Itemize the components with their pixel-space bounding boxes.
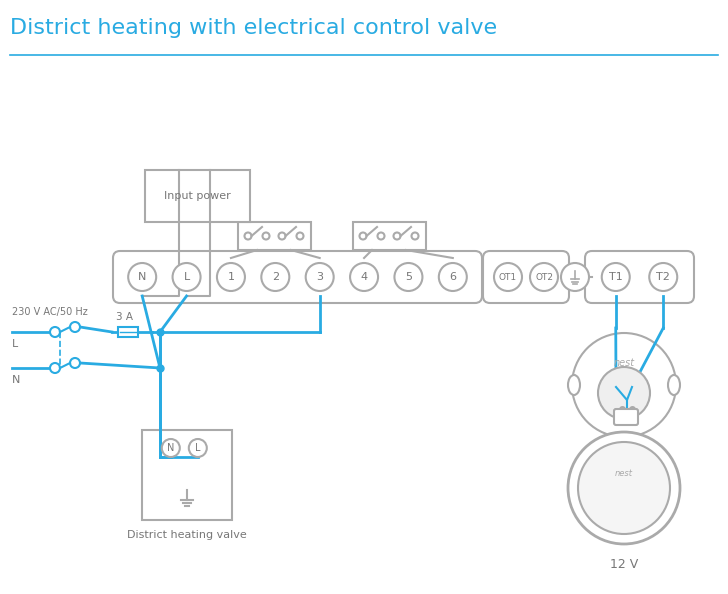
Circle shape (70, 322, 80, 332)
Text: 230 V AC/50 Hz: 230 V AC/50 Hz (12, 307, 88, 317)
Bar (142, 430, 232, 520)
Circle shape (128, 263, 157, 291)
Circle shape (296, 232, 304, 239)
Bar (238, 222, 311, 250)
Text: 2: 2 (272, 272, 279, 282)
Circle shape (50, 363, 60, 373)
Circle shape (439, 263, 467, 291)
Circle shape (568, 432, 680, 544)
Text: 1: 1 (227, 272, 234, 282)
Text: 5: 5 (405, 272, 412, 282)
Text: L: L (195, 443, 200, 453)
Text: N: N (167, 443, 175, 453)
FancyBboxPatch shape (614, 409, 638, 425)
Circle shape (245, 232, 251, 239)
Circle shape (394, 232, 400, 239)
Circle shape (70, 358, 80, 368)
Circle shape (578, 442, 670, 534)
Circle shape (378, 232, 384, 239)
Text: 12 V: 12 V (610, 558, 638, 571)
Circle shape (350, 263, 378, 291)
Circle shape (306, 263, 333, 291)
Text: nest: nest (614, 358, 635, 368)
FancyBboxPatch shape (585, 251, 694, 303)
Text: L: L (183, 272, 190, 282)
Text: L: L (12, 339, 18, 349)
Circle shape (598, 367, 650, 419)
Text: N: N (138, 272, 146, 282)
Circle shape (572, 333, 676, 437)
Circle shape (217, 263, 245, 291)
Circle shape (530, 263, 558, 291)
Circle shape (189, 439, 207, 457)
Circle shape (649, 263, 677, 291)
Text: Input power: Input power (164, 191, 231, 201)
Circle shape (50, 327, 60, 337)
Text: District heating with electrical control valve: District heating with electrical control… (10, 18, 497, 38)
Bar (353, 222, 426, 250)
Bar (145, 170, 250, 222)
Text: 3 A: 3 A (116, 312, 133, 322)
Text: T2: T2 (657, 272, 670, 282)
Circle shape (602, 263, 630, 291)
Text: OT2: OT2 (535, 273, 553, 282)
Circle shape (279, 232, 285, 239)
Text: 3: 3 (316, 272, 323, 282)
Text: N: N (12, 375, 20, 385)
Circle shape (360, 232, 366, 239)
Circle shape (173, 263, 200, 291)
Circle shape (263, 232, 269, 239)
Text: District heating valve: District heating valve (127, 530, 247, 540)
Circle shape (261, 263, 289, 291)
Circle shape (162, 439, 180, 457)
Bar (118, 327, 138, 337)
FancyBboxPatch shape (113, 251, 482, 303)
Circle shape (411, 232, 419, 239)
Ellipse shape (568, 375, 580, 395)
FancyBboxPatch shape (483, 251, 569, 303)
Text: OT1: OT1 (499, 273, 517, 282)
Text: nest: nest (615, 469, 633, 478)
Text: 6: 6 (449, 272, 456, 282)
Ellipse shape (668, 375, 680, 395)
Text: T1: T1 (609, 272, 622, 282)
Text: 4: 4 (360, 272, 368, 282)
Circle shape (395, 263, 422, 291)
Circle shape (494, 263, 522, 291)
Circle shape (561, 263, 589, 291)
